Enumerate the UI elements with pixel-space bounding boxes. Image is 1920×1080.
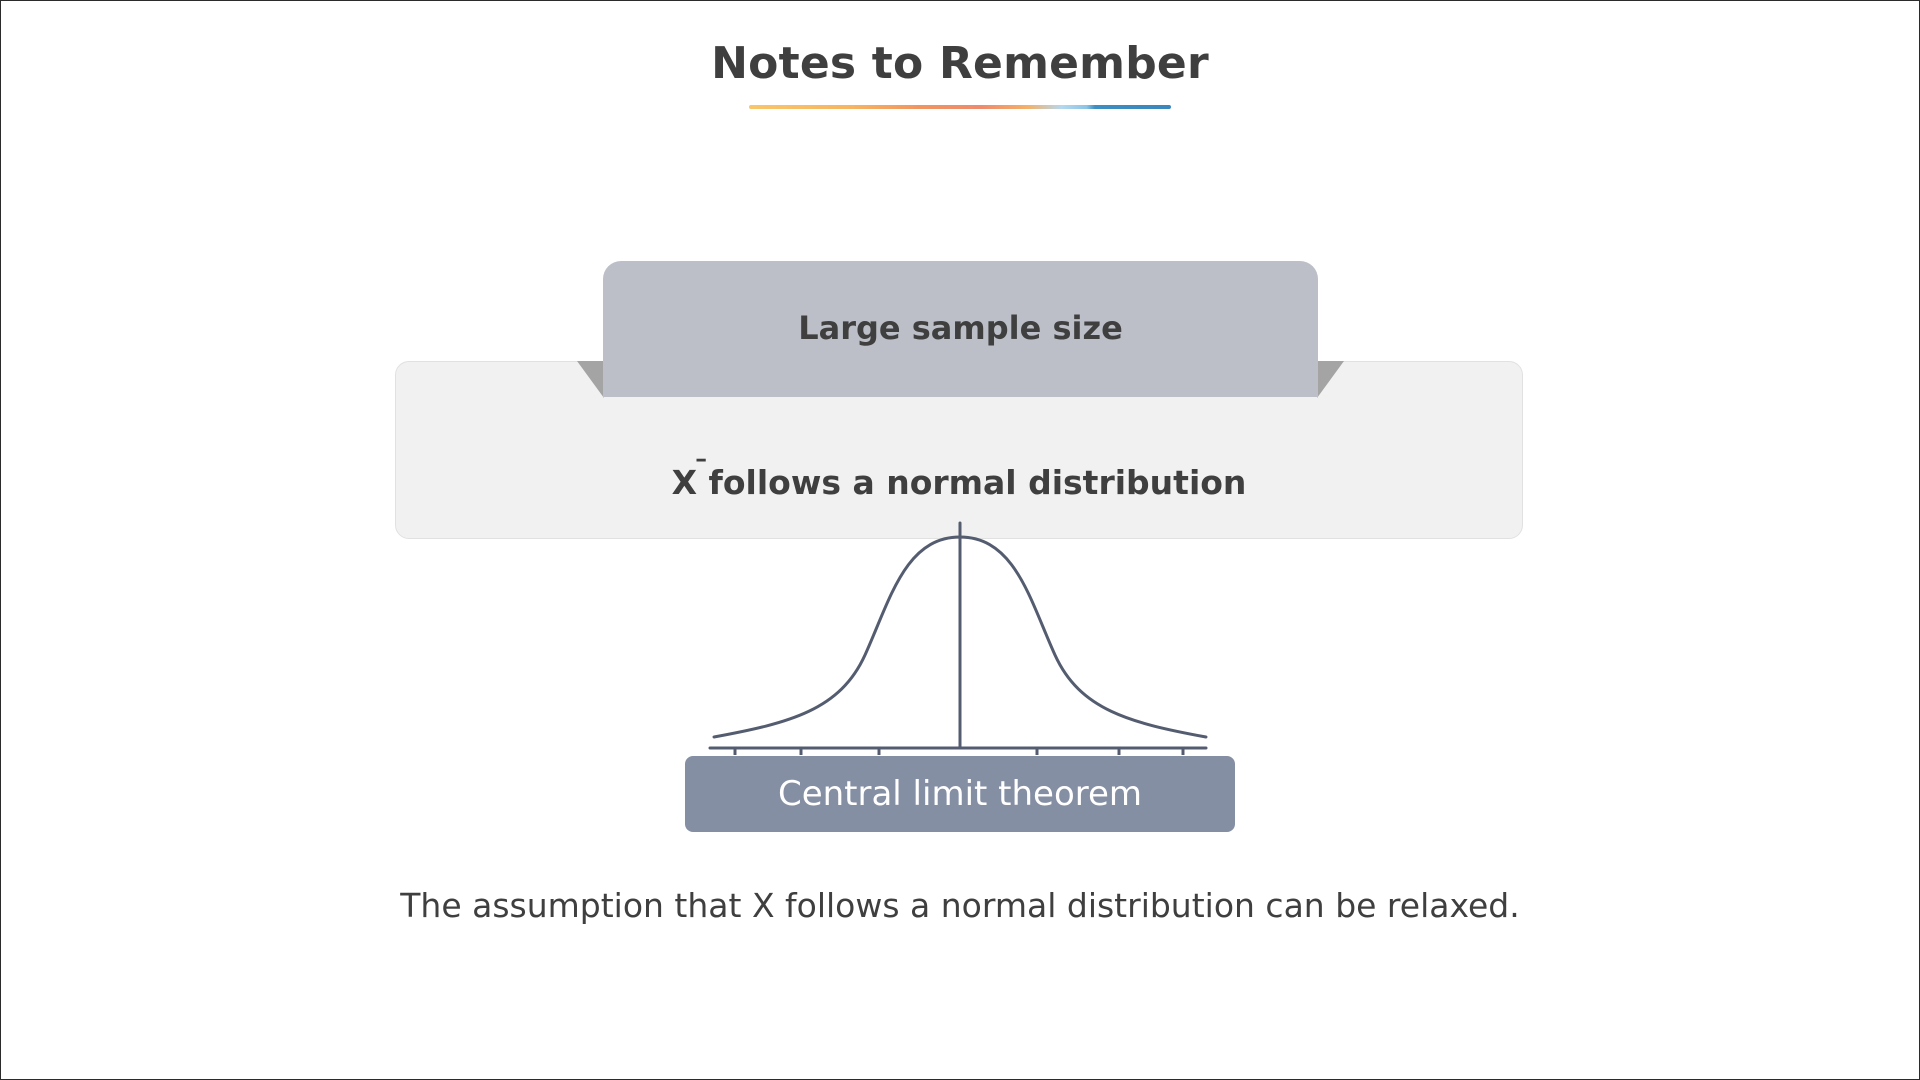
statement-rest: follows a normal distribution (697, 463, 1247, 502)
tab-fold-left (577, 361, 604, 398)
overbar-symbol: ¯ (693, 455, 709, 490)
tab-fold-right (1317, 361, 1344, 398)
title-underline (749, 105, 1171, 109)
large-sample-size-tab: Large sample size (603, 261, 1318, 397)
statement-text: X ¯ follows a normal distribution (395, 455, 1523, 502)
tab-label: Large sample size (798, 309, 1123, 347)
page-title: Notes to Remember (711, 38, 1209, 89)
x-symbol: X (671, 463, 698, 502)
theorem-label: Central limit theorem (777, 774, 1143, 814)
central-limit-theorem-box: Central limit theorem (685, 756, 1235, 832)
x-bar-symbol: X ¯ (671, 455, 709, 502)
caption-text: The assumption that X follows a normal d… (400, 886, 1520, 925)
normal-distribution-curve-icon (708, 521, 1208, 755)
